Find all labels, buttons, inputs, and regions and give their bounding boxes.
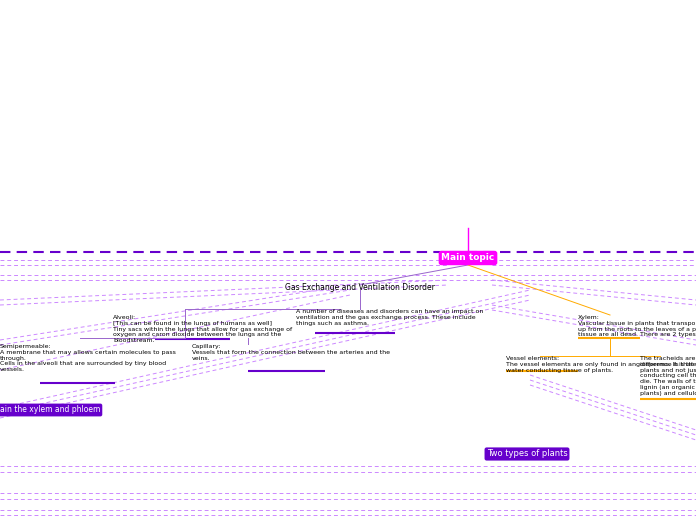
Text: ain the xylem and phloem: ain the xylem and phloem <box>0 406 100 414</box>
Text: Capillary:
Vessels that form the connection between the arteries and the
veins.: Capillary: Vessels that form the connect… <box>192 344 390 360</box>
Text: Gas Exchange and Ventilation Disorder: Gas Exchange and Ventilation Disorder <box>285 283 435 292</box>
Text: Alveoli:
[This can be found in the lungs of humans as well]
Tiny sacs within the: Alveoli: [This can be found in the lungs… <box>113 315 292 343</box>
Text: Xylem:
Vascular tissue in plants that transports water and minerals
up from the : Xylem: Vascular tissue in plants that tr… <box>578 315 696 337</box>
Text: Semipermeable:
A membrane that may allows certain molecules to pass
through.
Cel: Semipermeable: A membrane that may allow… <box>0 344 176 372</box>
Text: The tracheids are
difference is that t
plants and not jus
conducting cell th
die: The tracheids are difference is that t p… <box>640 356 696 396</box>
Text: Vessel elements:
The vessel elements are only found in angiosperms. It is the
wa: Vessel elements: The vessel elements are… <box>506 356 696 373</box>
Text: Two types of plants: Two types of plants <box>487 449 567 459</box>
Text: Main topic: Main topic <box>441 253 495 263</box>
Text: A number of diseases and disorders can have an impact on
ventilation and the gas: A number of diseases and disorders can h… <box>296 309 484 326</box>
